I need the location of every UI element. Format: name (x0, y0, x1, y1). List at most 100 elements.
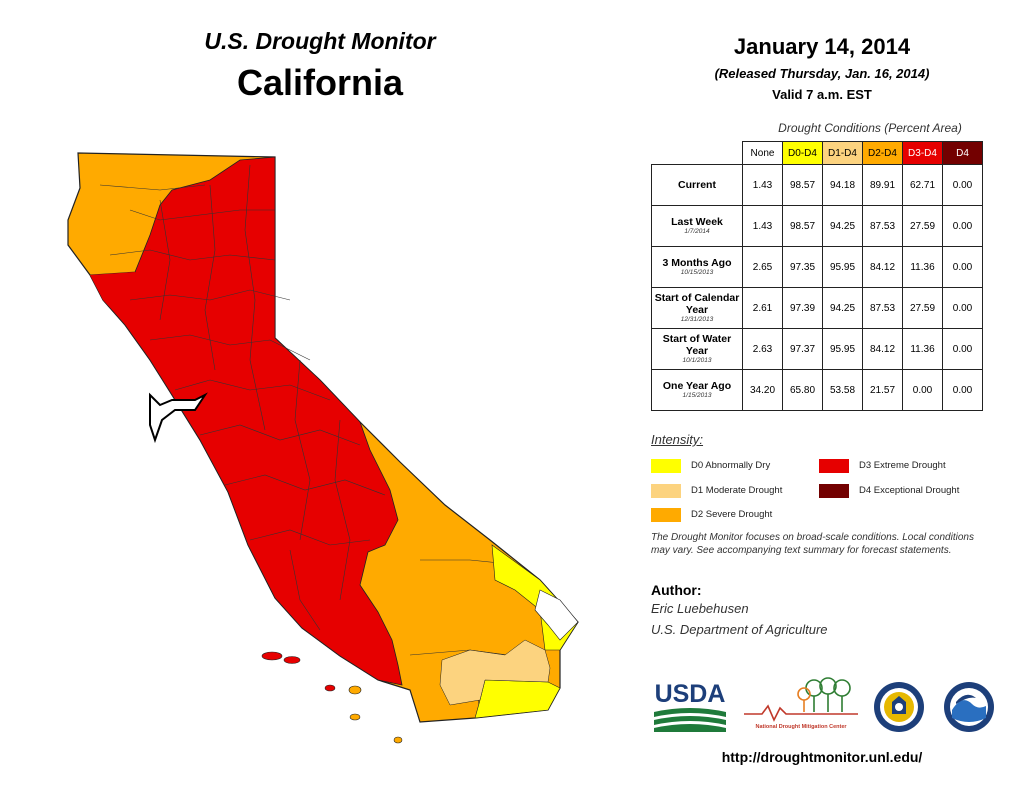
row-date: 10/15/2013 (680, 269, 714, 276)
table-row: Last Week 1/7/2014 1.43 98.57 94.25 87.53 27.5… (651, 205, 983, 247)
table-cell: 98.57 (782, 164, 823, 206)
table-cell: 0.00 (942, 328, 983, 370)
table-cell: 0.00 (942, 164, 983, 206)
table-cell: 95.95 (822, 328, 863, 370)
row-label-text: Start of Water Year (662, 333, 732, 357)
d3-coastal-strip (90, 272, 135, 318)
legend-label: D2 Severe Drought (691, 509, 773, 520)
channel-islands-south (348, 685, 403, 744)
table-cell: 62.71 (902, 164, 943, 206)
table-cell: 87.53 (862, 205, 903, 247)
row-label-text: Start of Calendar Year (654, 292, 740, 316)
noaa-logo (944, 682, 994, 732)
usda-logo: USDA (654, 680, 726, 732)
table-cell: 11.36 (902, 328, 943, 370)
table-cell: 97.39 (782, 287, 823, 329)
row-label: 3 Months Ago 10/15/2013 (651, 246, 743, 288)
table-cell: 94.18 (822, 164, 863, 206)
author-name: Eric Luebehusen (651, 601, 749, 616)
table-cell: 27.59 (902, 205, 943, 247)
table-cell: 2.63 (742, 328, 783, 370)
ndmc-logo: National Drought Mitigation Center (744, 677, 858, 730)
d0-region-south (474, 679, 561, 719)
legend-swatch (651, 459, 681, 473)
table-header-row: None D0-D4 D1-D4 D2-D4 D3-D4 D4 (652, 141, 983, 165)
california-drought-map (67, 152, 579, 744)
table-cell: 95.95 (822, 246, 863, 288)
table-row: Start of Calendar Year 12/31/2013 2.61 97.3… (651, 287, 983, 329)
legend-swatch (819, 459, 849, 473)
release-date: January 14, 2014 (733, 34, 911, 59)
website-url[interactable]: http://droughtmonitor.unl.edu/ (721, 749, 923, 765)
row-label: Current (651, 164, 743, 206)
row-date: 10/1/2013 (682, 357, 712, 364)
svg-text:USDA: USDA (655, 680, 726, 708)
table-cell: 94.25 (822, 205, 863, 247)
table-cell: 97.37 (782, 328, 823, 370)
table-cell: 0.00 (942, 246, 983, 288)
table-cell: 98.57 (782, 205, 823, 247)
table-cell: 34.20 (742, 369, 783, 411)
row-label: Last Week 1/7/2014 (651, 205, 743, 247)
note-text: The Drought Monitor focuses on broad-sca… (651, 532, 974, 556)
table-cell: 11.36 (902, 246, 943, 288)
intensity-title: Intensity: (651, 432, 704, 447)
released-line: (Released Thursday, Jan. 16, 2014) (714, 66, 930, 81)
table-cell: 65.80 (782, 369, 823, 411)
table-row: Current 1.43 98.57 94.18 89.91 62.71 0.00 (651, 164, 983, 206)
row-label-text: Current (678, 179, 716, 191)
table-cell: 2.61 (742, 287, 783, 329)
channel-islands (261, 651, 336, 692)
table-cell: 87.53 (862, 287, 903, 329)
table-cell: 2.65 (742, 246, 783, 288)
col-header: D1-D4 (822, 141, 863, 165)
table-cell: 84.12 (862, 328, 903, 370)
legend-label: D1 Moderate Drought (691, 485, 783, 496)
state-name: California (236, 62, 404, 103)
author-org: U.S. Department of Agriculture (651, 622, 828, 637)
row-label: One Year Ago 1/15/2013 (651, 369, 743, 411)
row-label: Start of Water Year 10/1/2013 (651, 328, 743, 370)
map-title: U.S. Drought Monitor (204, 28, 436, 54)
valid-time: Valid 7 a.m. EST (772, 87, 872, 102)
table-cell: 53.58 (822, 369, 863, 411)
table-cell: 21.57 (862, 369, 903, 411)
drought-conditions-table: None D0-D4 D1-D4 D2-D4 D3-D4 D4 Current 1… (651, 141, 983, 411)
row-label: Start of Calendar Year 12/31/2013 (651, 287, 743, 329)
row-date: 1/7/2014 (684, 228, 710, 235)
sf-bay (149, 392, 208, 444)
legend-label: D0 Abnormally Dry (691, 460, 771, 471)
col-header: D3-D4 (902, 141, 943, 165)
table-row: One Year Ago 1/15/2013 34.20 65.80 53.58 21.5… (651, 369, 983, 411)
table-row: Start of Water Year 10/1/2013 2.63 97.37 95.… (651, 328, 983, 370)
table-cell: 0.00 (942, 205, 983, 247)
col-header: None (742, 141, 783, 165)
table-cell: 1.43 (742, 164, 783, 206)
table-caption: Drought Conditions (Percent Area) (778, 121, 962, 135)
col-header: D0-D4 (782, 141, 823, 165)
table-cell: 89.91 (862, 164, 903, 206)
d1-region (439, 639, 551, 706)
table-cell: 0.00 (942, 369, 983, 411)
table-cell: 0.00 (942, 287, 983, 329)
table-cell: 1.43 (742, 205, 783, 247)
col-header: D2-D4 (862, 141, 903, 165)
d3-region (89, 156, 403, 686)
table-cell: 27.59 (902, 287, 943, 329)
row-date: 1/15/2013 (682, 392, 712, 399)
author-label: Author: (651, 582, 702, 598)
row-date: 12/31/2013 (680, 316, 714, 323)
legend-label: D3 Extreme Drought (859, 460, 946, 471)
legend-swatch (819, 484, 849, 498)
row-label-text: 3 Months Ago (662, 257, 732, 269)
no-drought-area (534, 589, 579, 641)
header-blank (652, 142, 743, 165)
table-cell: 84.12 (862, 246, 903, 288)
dept-of-commerce-seal (874, 682, 924, 732)
row-label-text: One Year Ago (662, 380, 732, 392)
table-row: 3 Months Ago 10/15/2013 2.65 97.35 95.95 84.1… (651, 246, 983, 288)
col-header: D4 (942, 141, 983, 165)
svg-text:National Drought Mitigation Ce: National Drought Mitigation Center (755, 724, 847, 730)
table-cell: 94.25 (822, 287, 863, 329)
table-cell: 0.00 (902, 369, 943, 411)
